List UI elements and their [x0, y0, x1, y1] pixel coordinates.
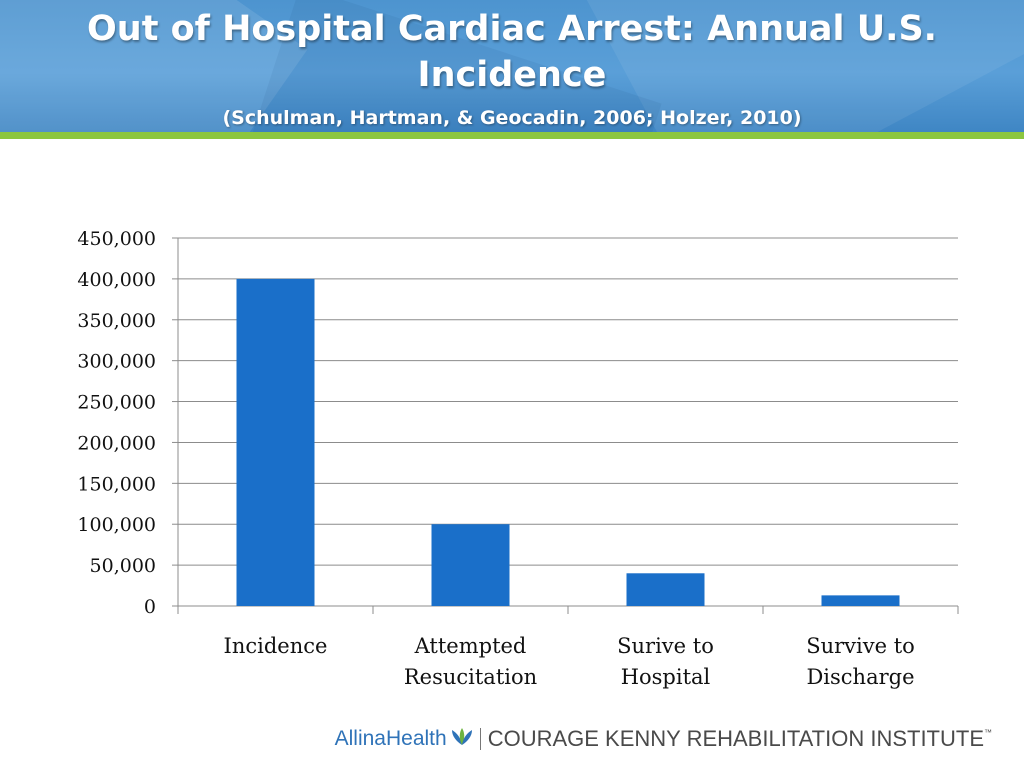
slide-citation: (Schulman, Hartman, & Geocadin, 2006; Ho… [222, 107, 802, 129]
x-category-label-line: Incidence [224, 634, 328, 658]
y-tick-label: 250,000 [77, 392, 156, 414]
allina-leaf-icon [450, 727, 474, 751]
x-category-label: Incidence [224, 634, 328, 658]
y-tick-label: 450,000 [77, 228, 156, 250]
y-tick-label: 50,000 [90, 555, 156, 577]
x-category-label-line: Discharge [806, 665, 914, 689]
courage-kenny-logo-text: COURAGE KENNY REHABILITATION INSTITUTE [487, 726, 984, 751]
brand-divider [479, 728, 481, 750]
y-tick-label: 300,000 [77, 351, 156, 373]
x-category-label: Attempted Resucitation [404, 634, 537, 689]
bar-chart: 0 50,000 100,000 150,000 200,000 250,000 300,0… [77, 228, 959, 689]
x-category-label-line: Hospital [621, 665, 711, 689]
x-category-label: Surive to Hospital [617, 634, 714, 689]
allina-health-logo-text: AllinaHealth [334, 727, 447, 750]
y-tick-label: 0 [144, 596, 156, 618]
y-tick-label: 400,000 [77, 269, 156, 291]
footer-branding: AllinaHealth COURAGE KENNY REHABILITATIO… [335, 724, 992, 754]
x-category-label-line: Survive to [806, 634, 915, 658]
bar [626, 573, 705, 606]
y-tick-label: 150,000 [77, 473, 156, 495]
x-category-label-line: Resucitation [404, 665, 537, 689]
bar [236, 278, 315, 606]
bar [821, 595, 900, 606]
y-tick-label: 200,000 [77, 432, 156, 454]
bar [431, 524, 510, 606]
x-category-label-line: Surive to [617, 634, 714, 658]
banner-accent-rule [0, 132, 1024, 139]
y-tick-label: 350,000 [77, 310, 156, 332]
y-tick-label: 100,000 [77, 514, 156, 536]
trademark-mark: ™ [984, 728, 992, 737]
x-category-label-line: Attempted [414, 634, 527, 658]
x-category-label: Survive to Discharge [806, 634, 915, 689]
slide-title: Out of Hospital Cardiac Arrest: Annual U… [87, 9, 937, 95]
title-banner: Out of Hospital Cardiac Arrest: Annual U… [0, 0, 1024, 132]
